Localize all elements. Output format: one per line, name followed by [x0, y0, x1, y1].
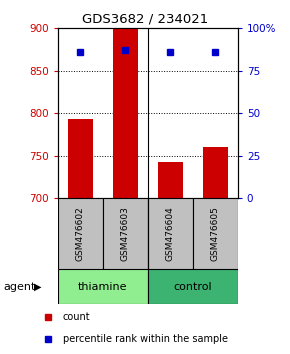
Text: GSM476602: GSM476602	[76, 206, 85, 261]
Text: count: count	[63, 312, 90, 322]
Text: thiamine: thiamine	[78, 282, 128, 292]
Text: control: control	[173, 282, 212, 292]
Text: percentile rank within the sample: percentile rank within the sample	[63, 334, 228, 344]
Text: ▶: ▶	[34, 282, 41, 292]
Bar	[113, 28, 138, 198]
Text: GSM476603: GSM476603	[121, 206, 130, 261]
Bar	[58, 269, 148, 304]
Bar	[103, 198, 148, 269]
Bar	[203, 147, 228, 198]
Bar	[148, 198, 193, 269]
Bar	[68, 119, 93, 198]
Bar	[58, 198, 103, 269]
Text: GSM476604: GSM476604	[166, 206, 175, 261]
Bar	[193, 198, 238, 269]
Text: GDS3682 / 234021: GDS3682 / 234021	[82, 12, 208, 25]
Text: agent: agent	[3, 282, 35, 292]
Text: GSM476605: GSM476605	[211, 206, 220, 261]
Bar	[158, 162, 183, 198]
Bar	[148, 269, 238, 304]
